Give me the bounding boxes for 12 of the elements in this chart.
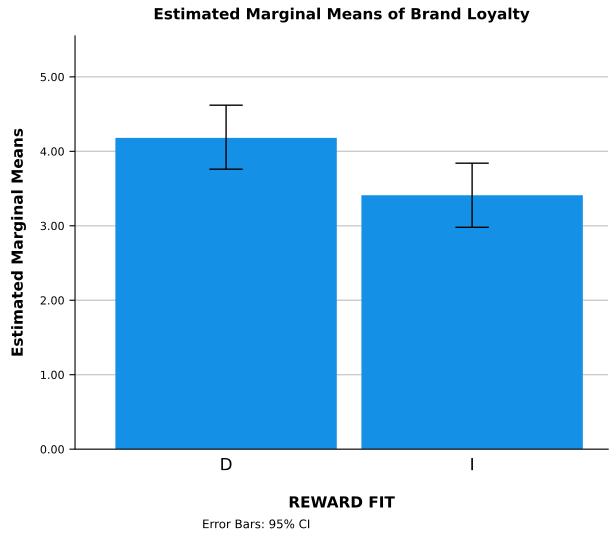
x-tick-label: I (471, 458, 473, 470)
text: Error Bars: 95% CI (203, 519, 310, 528)
y-tick-label: 3.00 (40, 222, 64, 230)
x-tick-label: D (221, 458, 232, 470)
y-tick-label: 4.00 (40, 147, 64, 156)
y-tick-label: 5.00 (40, 72, 64, 82)
x-axis-title: REWARD FIT (290, 496, 395, 508)
y-tick-label: 1.00 (41, 370, 64, 380)
y-tick-label: 0.00 (40, 445, 64, 454)
y-tick-label: 2.00 (40, 296, 64, 305)
chart-title: Estimated Marginal Means of Brand Loyalty (154, 8, 530, 23)
y-axis-title: Estimated Marginal Means (11, 128, 26, 356)
